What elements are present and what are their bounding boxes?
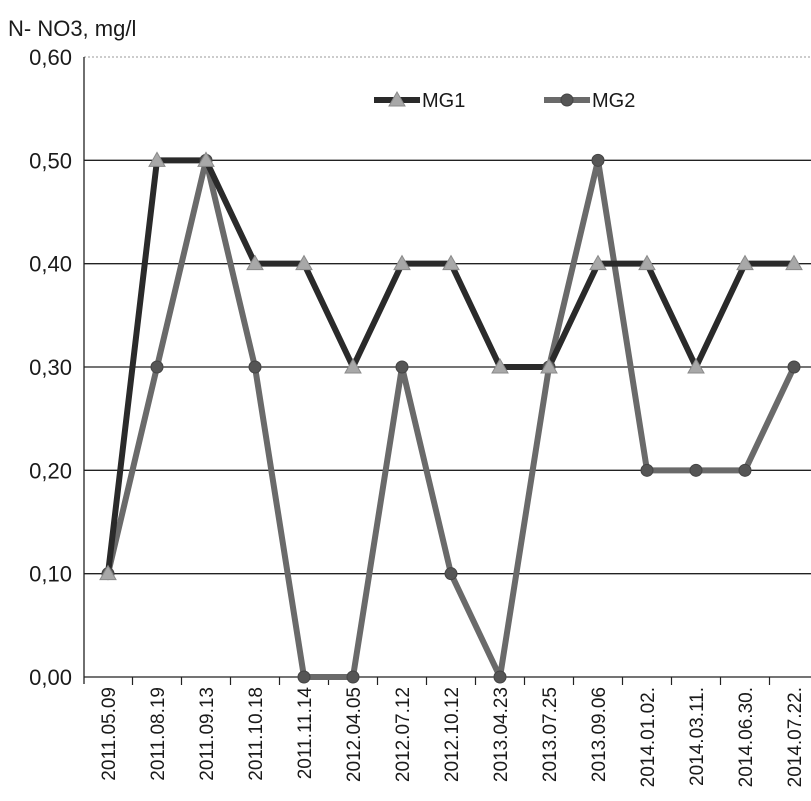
x-tick-label: 2012.07.12 <box>393 687 414 782</box>
data-point-mg1 <box>736 254 754 271</box>
y-tick-labels: 0,00 0,10 0,20 0,30 0,40 0,50 0,60 <box>29 45 72 690</box>
y-tick-label: 0,20 <box>29 458 72 483</box>
x-tick-label: 2013.09.06 <box>589 687 610 782</box>
data-point-mg2 <box>689 463 703 477</box>
data-point-mg2 <box>297 670 311 684</box>
data-point-mg2 <box>150 360 164 374</box>
data-point-mg2 <box>444 567 458 581</box>
x-tick-label: 2011.08.19 <box>148 687 169 781</box>
y-tick-label: 0,60 <box>29 45 72 70</box>
data-point-mg1 <box>246 254 264 271</box>
data-point-mg2 <box>248 360 262 374</box>
data-point-mg1 <box>687 357 705 374</box>
data-point-mg1 <box>393 254 411 271</box>
x-tick-label: 2012.10.12 <box>442 687 463 782</box>
y-tick-label: 0,00 <box>29 665 72 690</box>
data-point-mg2 <box>591 153 605 167</box>
y-tick-label: 0,30 <box>29 355 72 380</box>
x-tick-label: 2011.05.09 <box>99 687 120 781</box>
data-point-mg1 <box>589 254 607 271</box>
legend-marker-mg2 <box>560 93 574 107</box>
y-tick-label: 0,40 <box>29 252 72 277</box>
data-point-mg2 <box>395 360 409 374</box>
x-tick-label: 2011.10.18 <box>246 687 267 781</box>
data-point-mg1 <box>785 254 803 271</box>
data-point-mg1 <box>197 151 215 167</box>
data-point-mg1 <box>344 357 362 374</box>
data-point-mg1 <box>295 254 313 271</box>
data-point-mg1 <box>638 254 656 271</box>
x-tick-label: 2014.06.30. <box>736 687 757 787</box>
data-point-mg2 <box>787 360 801 374</box>
data-point-mg1 <box>491 357 509 374</box>
y-tick-label: 0,50 <box>29 148 72 173</box>
data-point-mg2 <box>493 670 507 684</box>
x-tick-label: 2013.04.23 <box>491 687 512 782</box>
series-line-mg2 <box>105 157 797 680</box>
x-tick-label: 2014.03.11. <box>687 687 708 786</box>
data-point-mg2 <box>640 463 654 477</box>
x-tick-label: 2013.07.25 <box>540 687 561 782</box>
y-axis-label: N- NO3, mg/l <box>8 16 136 41</box>
legend-label-mg1: MG1 <box>422 90 465 112</box>
data-point-mg2 <box>346 670 360 684</box>
x-tick-labels: 2011.05.09 2011.08.19 2011.09.13 2011.10.18… <box>99 677 806 787</box>
legend: MG1 MG2 <box>374 90 635 112</box>
data-point-mg1 <box>148 151 166 167</box>
x-tick-label: 2014.07.22. <box>785 687 806 787</box>
x-tick-label: 2012.04.05 <box>344 687 365 782</box>
y-tick-label: 0,10 <box>29 562 72 587</box>
legend-label-mg2: MG2 <box>592 90 635 112</box>
series-layer <box>99 151 803 684</box>
data-point-mg2 <box>738 463 752 477</box>
data-point-mg1 <box>442 254 460 271</box>
data-point-mg1 <box>99 564 117 581</box>
x-tick-label: 2014.01.02. <box>638 687 659 787</box>
x-tick-label: 2011.11.14 <box>295 687 316 780</box>
data-point-mg1 <box>540 357 558 374</box>
legend-marker-mg1 <box>388 90 406 107</box>
x-tick-label: 2011.09.13 <box>197 687 218 781</box>
